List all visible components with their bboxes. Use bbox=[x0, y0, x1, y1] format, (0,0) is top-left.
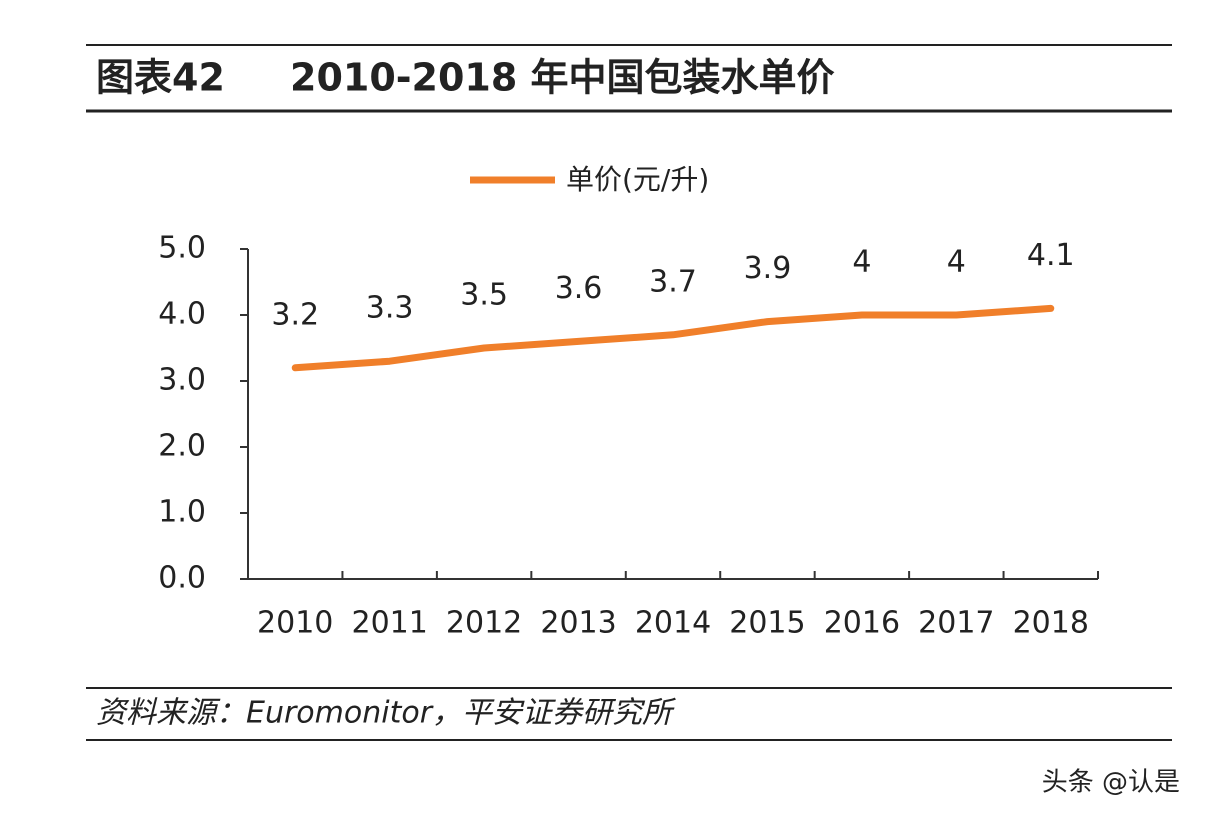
x-tick-label: 2017 bbox=[918, 606, 994, 641]
y-tick-label: 5.0 bbox=[158, 231, 206, 266]
x-tick-label: 2018 bbox=[1013, 606, 1089, 641]
data-label: 4 bbox=[947, 245, 966, 280]
data-label: 4.1 bbox=[1027, 238, 1075, 273]
data-label: 3.9 bbox=[744, 251, 792, 286]
data-label: 4 bbox=[852, 245, 871, 280]
x-tick-label: 2014 bbox=[635, 606, 711, 641]
y-tick-label: 2.0 bbox=[158, 429, 206, 464]
legend-label: 单价(元/升) bbox=[566, 163, 709, 196]
chart-title: 2010-2018 年中国包装水单价 bbox=[290, 56, 835, 100]
data-label: 3.5 bbox=[460, 278, 508, 313]
x-tick-label: 2013 bbox=[540, 606, 616, 641]
x-tick-label: 2012 bbox=[446, 606, 522, 641]
data-label: 3.2 bbox=[271, 297, 319, 332]
source-note: 资料来源：Euromonitor，平安证券研究所 bbox=[96, 696, 676, 731]
y-tick-label: 1.0 bbox=[158, 495, 206, 530]
data-label: 3.7 bbox=[649, 264, 697, 299]
y-tick-label: 4.0 bbox=[158, 297, 206, 332]
data-label: 3.3 bbox=[366, 291, 414, 326]
x-tick-label: 2010 bbox=[257, 606, 333, 641]
data-label: 3.6 bbox=[555, 271, 603, 306]
watermark: 头条 @认是 bbox=[1042, 768, 1180, 798]
x-tick-label: 2016 bbox=[824, 606, 900, 641]
figure-label: 图表42 bbox=[96, 56, 225, 100]
y-tick-label: 3.0 bbox=[158, 363, 206, 398]
x-tick-label: 2011 bbox=[351, 606, 427, 641]
x-tick-label: 2015 bbox=[729, 606, 805, 641]
y-tick-label: 0.0 bbox=[158, 561, 206, 596]
data-line bbox=[291, 304, 1055, 372]
